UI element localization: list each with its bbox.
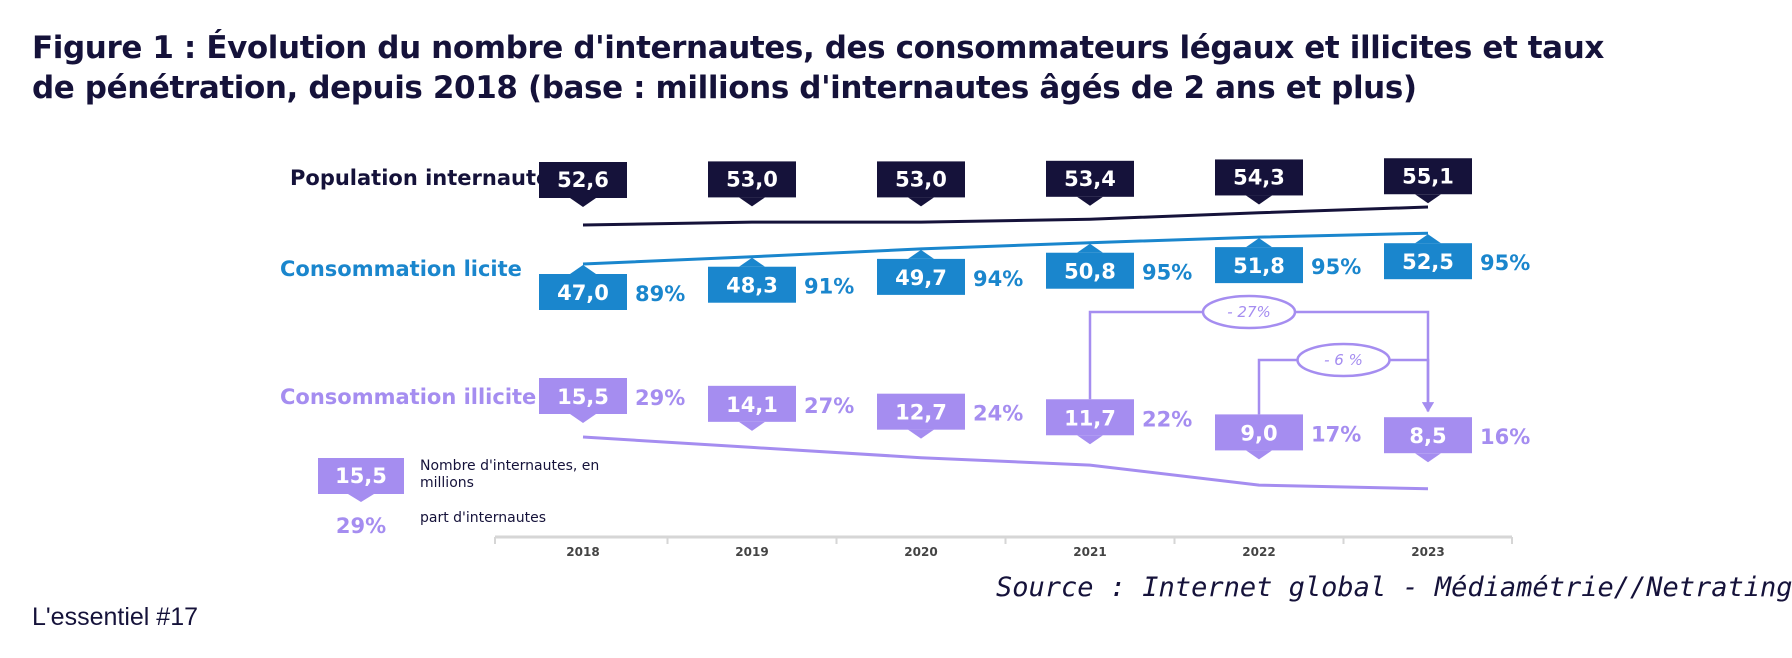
population-box [877,161,965,198]
licit-box [1215,247,1303,284]
illicit-value-label: 9,0 [1240,421,1277,445]
population-box-pointer [739,197,765,207]
population-box-pointer [1246,195,1272,205]
licit-share-label: 89% [635,282,685,306]
population-value-label: 53,4 [1064,167,1116,191]
legend-value-box [318,458,404,494]
population-value-label: 53,0 [726,167,778,191]
legend-value-description: Nombre d'internautes, en [420,458,599,474]
population-value-label: 55,1 [1402,164,1454,188]
x-tick-label: 2021 [1073,545,1106,559]
licit-box-pointer [1246,238,1272,248]
population-value-label: 54,3 [1233,165,1285,189]
legend-value-description-2: millions [420,475,474,491]
x-tick-label: 2019 [735,545,768,559]
illicit-share-label: 17% [1311,422,1361,446]
series-label-population: Population internaute [290,166,550,190]
population-box [1215,159,1303,196]
figure-title-line-2: de pénétration, depuis 2018 (base : mill… [32,70,1417,106]
licit-share-label: 95% [1480,251,1530,275]
illicit-box [1215,414,1303,451]
licit-share-label: 95% [1311,255,1361,279]
series-label-illicit: Consommation illicite [280,385,536,409]
population-box-pointer [570,198,596,207]
illicit-share-label: 22% [1142,407,1192,431]
legend-value-box-pointer [348,494,374,502]
x-tick-label: 2022 [1242,545,1275,559]
population-value-label: 52,6 [557,168,609,192]
licit-value-label: 48,3 [726,274,778,298]
illicit-value-label: 14,1 [726,393,778,417]
licit-box-pointer [1415,234,1441,244]
population-box-pointer [908,197,934,207]
series-line-illicit [582,435,1429,491]
licit-value-label: 47,0 [557,281,609,305]
footer-label: L'essentiel #17 [32,603,199,631]
annotation-arrowhead [1422,402,1434,413]
illicit-box [539,378,627,414]
annotation-label: - 6 % [1324,351,1363,369]
illicit-box-pointer [908,429,934,439]
illicit-share-label: 16% [1480,425,1530,449]
illicit-value-label: 11,7 [1064,406,1116,430]
legend-share-description: part d'internautes [420,510,546,526]
licit-value-label: 50,8 [1064,260,1116,284]
legend-sample-share: 29% [336,514,386,538]
illicit-share-label: 24% [973,402,1023,426]
figure-title: Figure 1 : Évolution du nombre d'interna… [32,28,1732,108]
illicit-box [877,393,965,430]
chart-marks: 2018 2019 2020 2021 2022 2023 52,6 53,0 53,0 53,4… [494,158,1530,559]
illicit-box [1046,399,1134,436]
population-box [539,162,627,198]
x-tick-label: 2018 [566,545,599,559]
licit-box [877,258,965,295]
legend: 15,5 Nombre d'internautes, en millions 2… [318,458,599,538]
illicit-share-label: 29% [635,386,685,410]
illicit-share-label: 27% [804,394,854,418]
population-box [1384,158,1472,195]
illicit-box-pointer [1415,453,1441,463]
annotation-label: - 27% [1227,303,1271,321]
licit-box-pointer [570,265,596,274]
annotation-oval [1296,342,1391,378]
licit-value-label: 51,8 [1233,254,1285,278]
licit-box-pointer [739,257,765,267]
illicit-box-pointer [739,421,765,431]
population-box-pointer [1077,196,1103,206]
x-tick-label: 2020 [904,545,937,559]
series-label-licit: Consommation licite [280,257,522,281]
licit-box [539,274,627,310]
series-line-licit [582,231,1429,266]
figure-title-line-1: Figure 1 : Évolution du nombre d'interna… [32,30,1604,66]
illicit-box [708,385,796,422]
illicit-value-label: 12,7 [895,401,947,425]
x-tick-label: 2023 [1411,545,1444,559]
population-value-label: 53,0 [895,167,947,191]
licit-share-label: 94% [973,267,1023,291]
population-box-pointer [1415,194,1441,204]
illicit-box-pointer [570,414,596,423]
illicit-value-label: 8,5 [1409,424,1446,448]
source-note: Source : Internet global - Médiamétrie//… [996,572,1792,603]
illicit-box [1384,417,1472,454]
licit-box-pointer [908,249,934,259]
licit-box [1384,243,1472,280]
licit-value-label: 52,5 [1402,250,1454,274]
licit-value-label: 49,7 [895,266,947,290]
licit-share-label: 91% [804,275,854,299]
population-box [708,161,796,198]
series-line-population [582,205,1429,227]
illicit-box-pointer [1246,450,1272,460]
licit-box-pointer [1077,243,1103,253]
licit-box [708,266,796,303]
legend-sample-value: 15,5 [335,464,387,488]
illicit-box-pointer [1077,435,1103,445]
annotation-oval [1201,294,1297,330]
illicit-value-label: 15,5 [557,385,609,409]
population-box [1046,160,1134,197]
licit-box [1046,252,1134,289]
licit-share-label: 95% [1142,261,1192,285]
